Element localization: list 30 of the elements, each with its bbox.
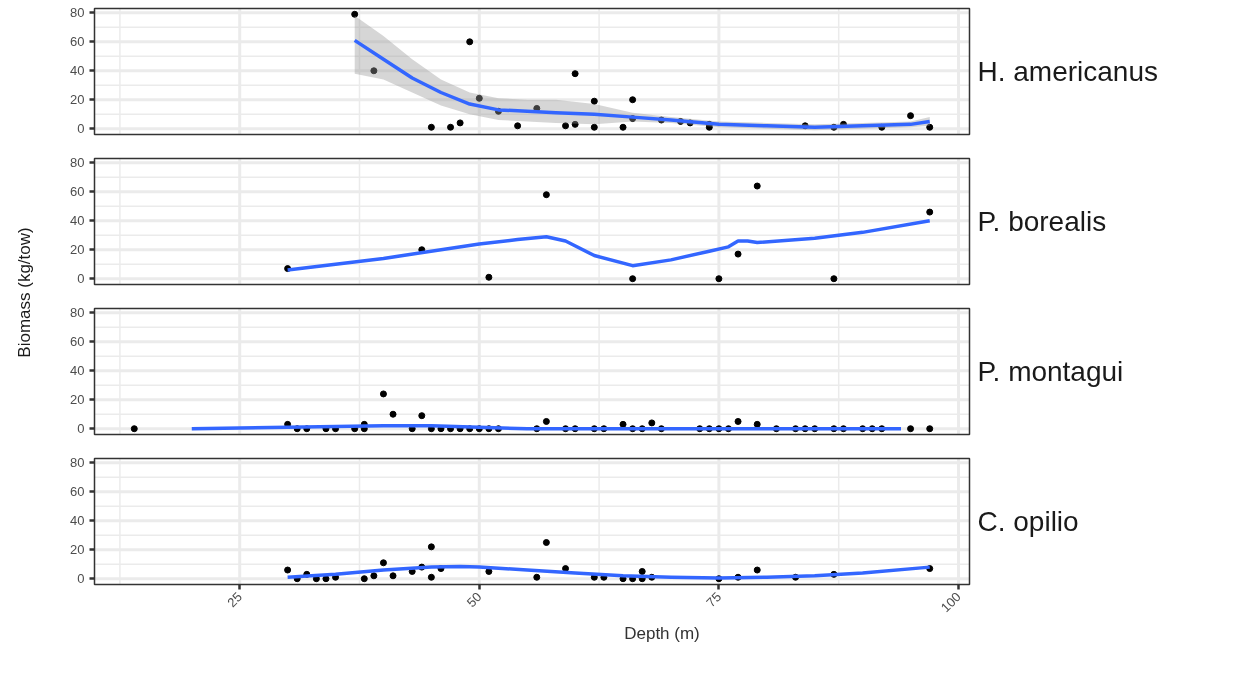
y-tick-label: 40 — [70, 63, 85, 79]
y-tick-label: 20 — [70, 542, 85, 558]
y-tick-label: 40 — [70, 213, 85, 229]
y-tick-label: 80 — [70, 305, 85, 321]
y-tick-label: 40 — [70, 363, 85, 379]
y-tick-label: 0 — [77, 571, 85, 587]
y-tick-label: 0 — [77, 121, 85, 137]
y-axis-title: Biomass (kg/tow) — [15, 227, 34, 358]
y-tick-label: 60 — [70, 34, 85, 50]
y-tick-label: 40 — [70, 513, 85, 529]
x-tick-label: 25 — [224, 589, 245, 611]
y-tick-label: 80 — [70, 455, 85, 471]
text: P. montagui — [977, 356, 1124, 387]
y-tick-label: 60 — [70, 334, 85, 350]
y-tick-label: 20 — [70, 92, 85, 108]
y-tick-label: 60 — [70, 484, 85, 500]
text: H. americanus — [977, 56, 1159, 87]
y-tick-label: 0 — [77, 271, 85, 287]
x-tick-label: 50 — [463, 589, 485, 611]
x-tick-label: 75 — [703, 589, 725, 611]
x-tick-label: 100 — [937, 589, 964, 616]
y-tick-label: 80 — [70, 155, 85, 171]
y-tick-label: 20 — [70, 392, 85, 408]
text: C. opilio — [977, 506, 1079, 537]
y-tick-label: 20 — [70, 242, 85, 258]
y-tick-label: 60 — [70, 184, 85, 200]
text: P. borealis — [977, 206, 1107, 237]
x-axis-title: Depth (m) — [624, 624, 700, 644]
y-tick-label: 0 — [77, 421, 85, 437]
y-tick-label: 80 — [70, 5, 85, 21]
